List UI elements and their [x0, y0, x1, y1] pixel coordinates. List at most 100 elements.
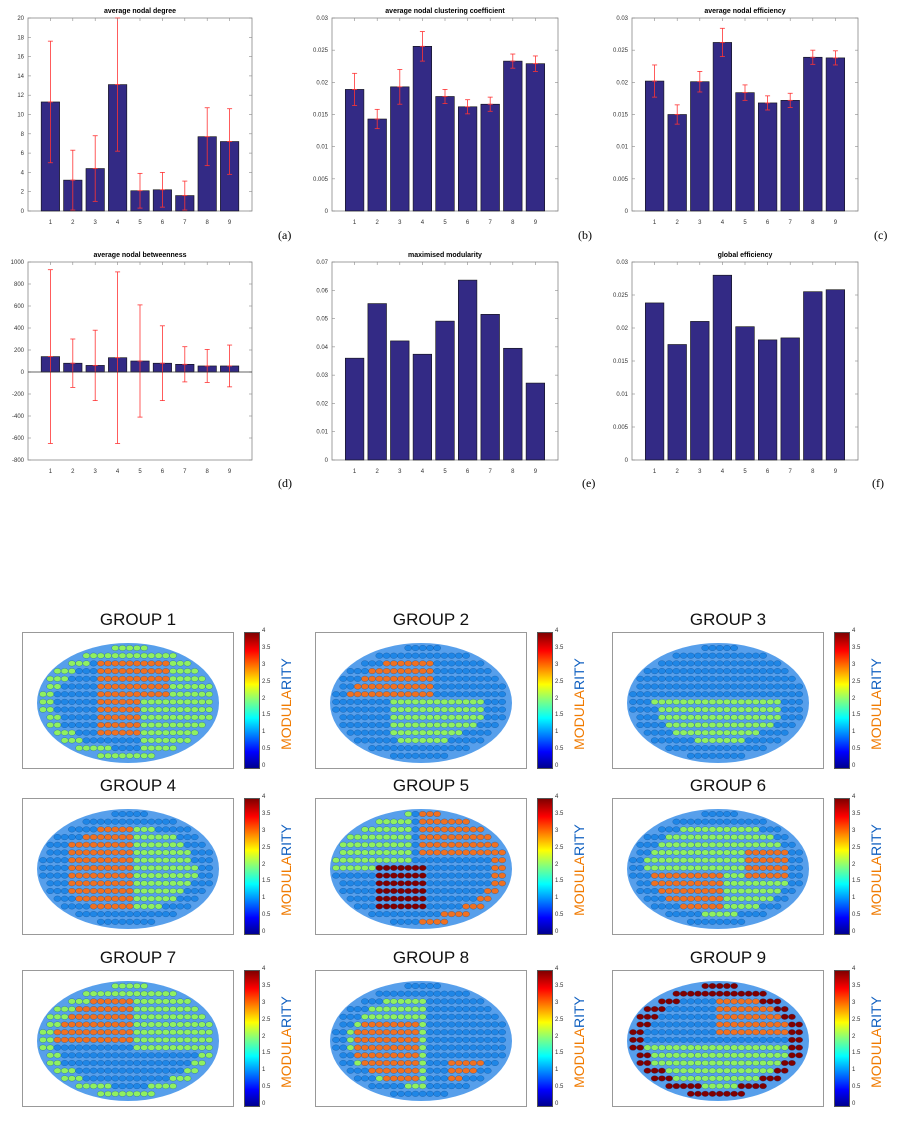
- network-node: [118, 998, 127, 1005]
- network-node: [140, 1075, 148, 1082]
- network-node: [694, 1006, 702, 1013]
- chart-svg: average nodal efficiency00.0050.010.0150…: [613, 8, 859, 226]
- network-node: [332, 1044, 340, 1051]
- network-node: [730, 872, 738, 879]
- network-node: [53, 1021, 62, 1028]
- network-node: [118, 1029, 127, 1036]
- network-node: [397, 911, 405, 918]
- network-node: [147, 903, 156, 910]
- chart-title: average nodal clustering coefficient: [385, 8, 505, 15]
- network-node: [665, 668, 673, 675]
- network-node: [411, 645, 420, 651]
- network-node: [418, 722, 427, 728]
- network-node: [125, 895, 134, 902]
- network-node: [169, 880, 177, 887]
- network-node: [752, 698, 760, 705]
- network-node: [368, 1013, 376, 1020]
- network-node: [111, 998, 120, 1005]
- network-node: [658, 880, 666, 887]
- network-node: [723, 990, 731, 997]
- network-node: [426, 834, 434, 841]
- network-node: [752, 864, 760, 871]
- network-node: [361, 1006, 369, 1013]
- network-node: [183, 683, 192, 690]
- network-node: [368, 895, 376, 902]
- network-node: [426, 1067, 434, 1074]
- network-node: [97, 990, 105, 997]
- network-node: [694, 1036, 702, 1043]
- network-node: [455, 849, 463, 856]
- colorbar-tick: 2.5: [852, 678, 861, 685]
- network-node: [104, 1013, 112, 1020]
- network-node: [694, 990, 702, 997]
- network-node: [368, 1006, 376, 1013]
- network-node: [404, 1036, 413, 1043]
- network-node: [53, 683, 62, 690]
- network-node: [346, 1029, 355, 1036]
- network-node: [169, 737, 177, 744]
- network-node: [361, 660, 369, 667]
- network-node: [89, 849, 98, 856]
- chart-title: average nodal efficiency: [704, 8, 785, 15]
- network-node: [368, 1044, 376, 1051]
- network-node: [643, 729, 652, 736]
- network-node: [752, 911, 760, 918]
- network-node: [455, 841, 463, 848]
- network-node: [759, 990, 767, 997]
- network-node: [694, 872, 702, 879]
- network-node: [361, 1052, 369, 1059]
- network-node: [183, 841, 192, 848]
- network-node: [737, 1036, 746, 1043]
- network-node: [730, 1013, 738, 1020]
- network-node: [104, 737, 112, 744]
- network-node: [368, 1036, 376, 1043]
- network-node: [744, 737, 753, 744]
- x-tick-label: 6: [466, 469, 470, 475]
- network-node: [125, 903, 134, 910]
- y-tick-label: 0.025: [313, 48, 329, 54]
- network-node: [397, 1052, 405, 1059]
- network-node: [672, 1006, 681, 1013]
- colorbar-tick: 2: [852, 695, 856, 702]
- network-node: [205, 1052, 213, 1059]
- network-node: [665, 691, 673, 698]
- network-node: [154, 1044, 163, 1051]
- network-node: [82, 683, 91, 690]
- network-node: [469, 841, 478, 848]
- network-node: [75, 745, 83, 752]
- network-node: [140, 857, 148, 864]
- network-node: [455, 1006, 463, 1013]
- network-node: [737, 911, 746, 918]
- network-node: [433, 983, 441, 989]
- network-node: [198, 691, 206, 698]
- network-node: [125, 826, 134, 833]
- x-tick-label: 1: [653, 469, 657, 475]
- network-node: [104, 660, 112, 667]
- network-node: [361, 903, 369, 910]
- network-node: [737, 722, 746, 728]
- network-node: [723, 675, 731, 682]
- network-node: [133, 652, 141, 659]
- network-node: [190, 722, 199, 728]
- network-node: [643, 880, 652, 887]
- network-node: [411, 698, 420, 705]
- network-node: [766, 675, 775, 682]
- network-node: [39, 691, 47, 698]
- network-node: [715, 698, 724, 705]
- network-node: [353, 834, 362, 841]
- network-node: [133, 818, 141, 825]
- network-node: [375, 903, 384, 910]
- network-node: [708, 1075, 717, 1082]
- network-node: [346, 706, 355, 713]
- colorbar-label: MODULARITY: [571, 634, 587, 774]
- network-node: [111, 683, 120, 690]
- network-node: [89, 691, 98, 698]
- network-node: [679, 660, 688, 667]
- network-node: [723, 652, 731, 659]
- network-node: [133, 1060, 141, 1066]
- network-node: [46, 880, 54, 887]
- network-node: [418, 652, 427, 659]
- network-node: [382, 849, 391, 856]
- network-node: [715, 990, 724, 997]
- network-node: [411, 849, 420, 856]
